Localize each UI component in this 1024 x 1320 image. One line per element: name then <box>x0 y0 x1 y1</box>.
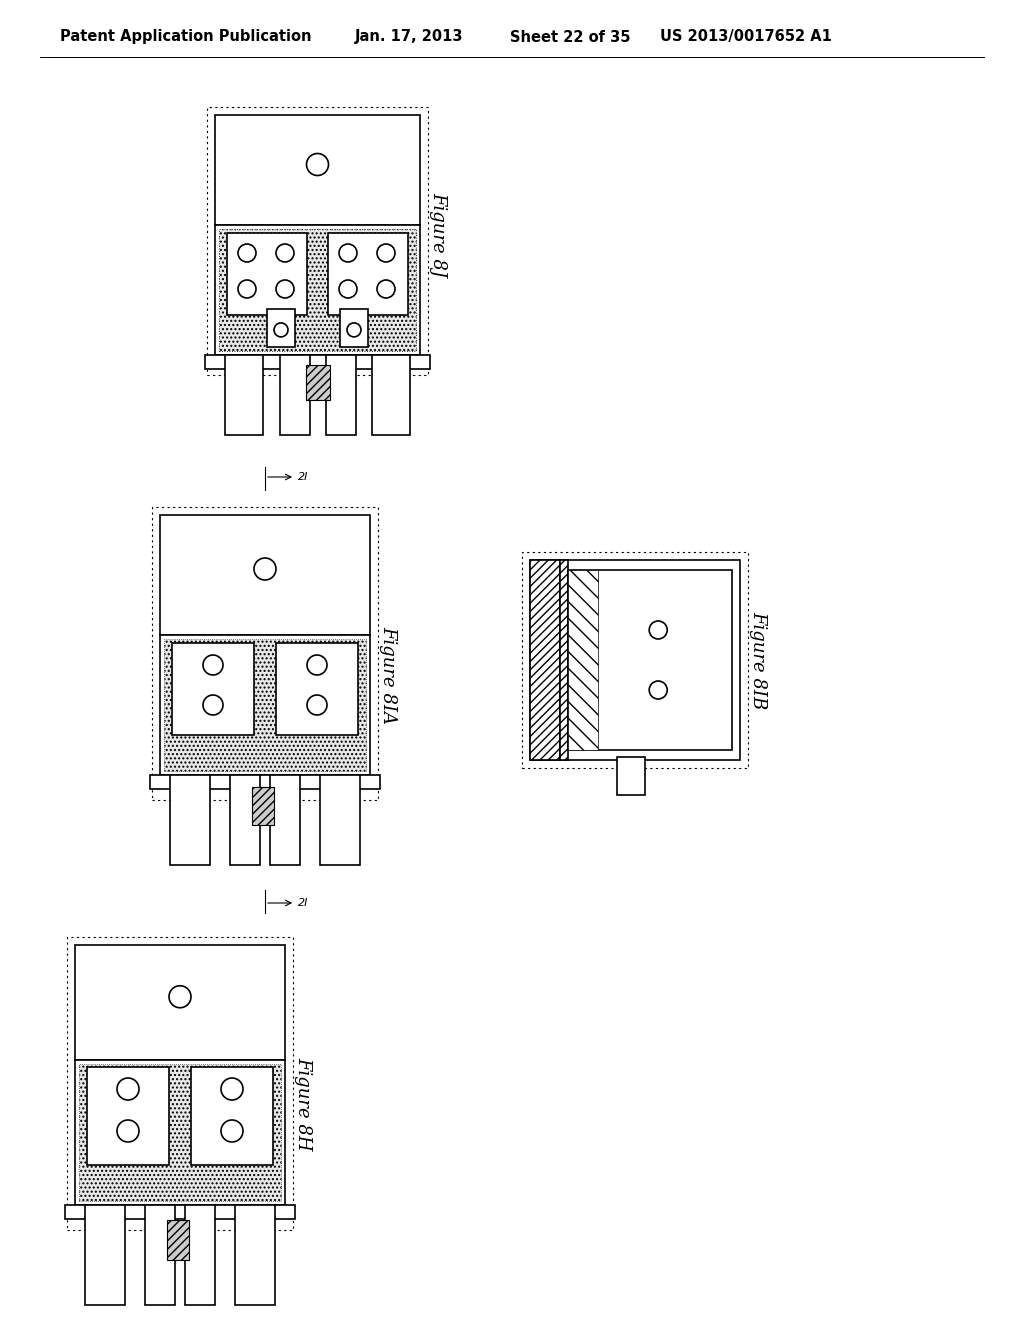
Circle shape <box>117 1119 139 1142</box>
Circle shape <box>274 323 288 337</box>
Bar <box>160 515 370 635</box>
Bar <box>152 507 378 800</box>
Circle shape <box>203 655 223 675</box>
Bar <box>326 355 355 436</box>
Bar <box>276 643 358 735</box>
Bar <box>185 1205 215 1305</box>
Bar <box>85 1205 125 1305</box>
Bar <box>230 775 260 865</box>
Text: Figure 8IB: Figure 8IB <box>749 611 767 709</box>
Bar <box>75 1060 285 1205</box>
Circle shape <box>377 244 395 261</box>
Circle shape <box>238 244 256 261</box>
Bar <box>252 787 274 825</box>
Bar <box>160 635 370 775</box>
Bar <box>191 1067 273 1166</box>
Bar <box>164 639 366 771</box>
Text: 2I: 2I <box>298 473 308 482</box>
Circle shape <box>347 323 361 337</box>
Circle shape <box>169 986 191 1007</box>
Bar <box>167 1220 189 1261</box>
Bar <box>568 570 598 750</box>
Bar <box>172 643 254 735</box>
Bar <box>280 355 309 436</box>
Circle shape <box>339 244 357 261</box>
Bar <box>319 775 360 865</box>
Bar <box>234 1205 275 1305</box>
Bar <box>305 366 330 400</box>
Bar <box>328 234 408 315</box>
Text: Figure 8H: Figure 8H <box>294 1057 312 1151</box>
Bar <box>568 570 732 750</box>
Circle shape <box>117 1078 139 1100</box>
Bar <box>170 775 210 865</box>
Circle shape <box>203 696 223 715</box>
Bar <box>215 115 420 224</box>
Bar <box>207 107 428 375</box>
Text: Figure 8J: Figure 8J <box>429 193 447 277</box>
Circle shape <box>254 558 276 579</box>
Bar <box>340 309 368 347</box>
Bar <box>267 309 295 347</box>
Bar <box>75 945 285 1060</box>
Bar <box>65 1205 295 1218</box>
Circle shape <box>649 681 668 700</box>
Text: US 2013/0017652 A1: US 2013/0017652 A1 <box>660 29 831 45</box>
Circle shape <box>307 696 327 715</box>
Circle shape <box>306 153 329 176</box>
Bar <box>530 560 560 760</box>
Bar <box>219 228 416 351</box>
Bar <box>145 1205 175 1305</box>
Circle shape <box>276 280 294 298</box>
Bar <box>87 1067 169 1166</box>
Circle shape <box>276 244 294 261</box>
Circle shape <box>377 280 395 298</box>
Bar <box>67 937 293 1230</box>
Bar <box>617 756 645 795</box>
Circle shape <box>649 620 668 639</box>
Circle shape <box>221 1119 243 1142</box>
Circle shape <box>238 280 256 298</box>
Circle shape <box>339 280 357 298</box>
Bar <box>530 560 740 760</box>
Bar <box>227 234 307 315</box>
Circle shape <box>221 1078 243 1100</box>
Bar <box>79 1064 281 1201</box>
Circle shape <box>307 655 327 675</box>
Bar <box>270 775 300 865</box>
Bar <box>225 355 263 436</box>
Text: Jan. 17, 2013: Jan. 17, 2013 <box>355 29 464 45</box>
Bar <box>522 552 748 768</box>
Text: 2I: 2I <box>298 898 308 908</box>
Bar <box>372 355 410 436</box>
Bar <box>560 560 568 760</box>
Text: Figure 8IA: Figure 8IA <box>379 626 397 723</box>
Text: Sheet 22 of 35: Sheet 22 of 35 <box>510 29 631 45</box>
Text: Patent Application Publication: Patent Application Publication <box>60 29 311 45</box>
Bar <box>205 355 430 370</box>
Bar <box>215 224 420 355</box>
Bar <box>150 775 380 789</box>
